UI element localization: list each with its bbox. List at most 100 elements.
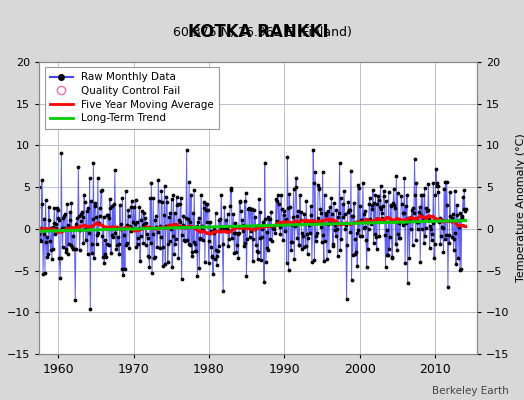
Point: [292, 213, 301, 219]
Point: [106, 196, 114, 202]
Point: [147, 240, 155, 246]
Point: [116, 226, 125, 232]
Point: [447, 215, 456, 221]
Point: [81, 226, 90, 232]
Point: [166, 238, 174, 244]
Point: [226, 202, 234, 209]
Point: [94, 230, 103, 236]
Point: [291, 222, 299, 229]
Point: [299, 232, 307, 239]
Point: [59, 214, 68, 221]
Point: [186, 219, 194, 225]
Point: [73, 225, 82, 232]
Point: [194, 215, 203, 221]
Point: [180, 237, 188, 243]
Point: [285, 190, 293, 197]
Point: [359, 225, 368, 231]
Point: [130, 226, 138, 232]
Point: [134, 235, 143, 242]
Point: [370, 200, 378, 206]
Point: [219, 241, 227, 248]
Point: [108, 202, 116, 209]
Point: [193, 273, 202, 280]
Point: [231, 220, 239, 226]
Point: [373, 246, 381, 252]
Point: [172, 236, 180, 242]
Point: [302, 198, 310, 205]
Point: [294, 207, 302, 214]
Point: [166, 210, 174, 217]
Point: [198, 222, 206, 229]
Point: [135, 204, 144, 210]
Point: [376, 204, 384, 210]
Point: [88, 240, 96, 247]
Point: [69, 232, 78, 239]
Point: [188, 249, 196, 256]
Point: [126, 228, 135, 234]
Point: [116, 201, 124, 208]
Point: [211, 256, 219, 262]
Point: [447, 218, 455, 224]
Point: [58, 244, 67, 250]
Point: [417, 212, 425, 218]
Point: [248, 206, 256, 213]
Point: [257, 256, 265, 263]
Point: [111, 167, 119, 174]
Point: [109, 234, 117, 240]
Point: [429, 220, 437, 226]
Point: [111, 230, 119, 237]
Point: [397, 192, 406, 199]
Point: [201, 206, 210, 213]
Point: [303, 231, 311, 238]
Point: [113, 242, 122, 248]
Point: [346, 229, 355, 236]
Point: [451, 230, 460, 236]
Point: [268, 237, 277, 244]
Point: [229, 210, 237, 217]
Point: [308, 259, 316, 266]
Point: [150, 255, 158, 262]
Point: [399, 222, 407, 228]
Point: [92, 241, 101, 248]
Point: [233, 230, 242, 237]
Point: [444, 284, 452, 290]
Point: [211, 210, 220, 216]
Point: [366, 216, 375, 222]
Point: [270, 222, 279, 228]
Point: [55, 255, 63, 261]
Point: [353, 262, 362, 269]
Point: [296, 191, 304, 198]
Point: [81, 199, 89, 205]
Point: [107, 250, 115, 256]
Point: [288, 238, 297, 245]
Point: [370, 231, 379, 238]
Point: [432, 180, 441, 186]
Point: [132, 244, 140, 251]
Point: [298, 230, 307, 236]
Point: [304, 234, 312, 241]
Point: [148, 270, 156, 276]
Point: [411, 192, 419, 198]
Point: [335, 210, 343, 216]
Point: [281, 220, 290, 226]
Point: [266, 215, 274, 222]
Point: [342, 222, 350, 228]
Point: [78, 209, 86, 215]
Point: [351, 236, 359, 242]
Point: [89, 160, 97, 166]
Point: [316, 210, 325, 216]
Point: [139, 209, 148, 216]
Point: [235, 230, 243, 236]
Point: [433, 182, 441, 189]
Point: [123, 222, 132, 228]
Point: [403, 192, 411, 198]
Point: [213, 262, 221, 268]
Point: [293, 235, 302, 242]
Point: [256, 235, 264, 241]
Point: [177, 195, 185, 202]
Point: [332, 206, 341, 213]
Point: [154, 228, 162, 235]
Point: [66, 209, 74, 215]
Point: [74, 164, 83, 170]
Point: [267, 223, 276, 229]
